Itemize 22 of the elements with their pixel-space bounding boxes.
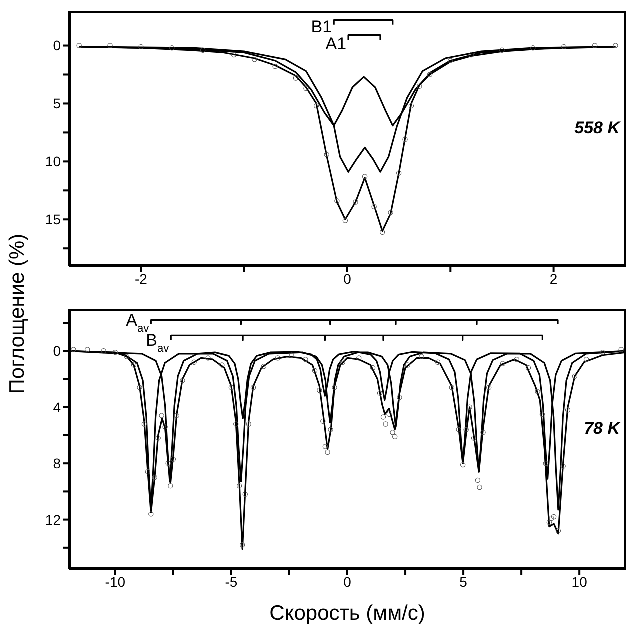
y-tick-label: 15: [45, 212, 62, 228]
annotation: 558 K: [574, 118, 622, 138]
y-tick-label: 0: [53, 38, 62, 54]
annotation: A1: [326, 34, 347, 54]
y-tick-label: 4: [53, 399, 62, 416]
y-tick-label: 0: [53, 343, 62, 360]
x-tick-label: 2: [550, 270, 558, 287]
x-axis-title: Скорость (мм/с): [270, 602, 426, 625]
y-tick-label: 5: [53, 96, 62, 112]
x-tick-label: 0: [344, 270, 352, 287]
y-tick-label: 8: [53, 456, 62, 472]
x-tick-label: -5: [225, 574, 238, 590]
x-tick-label: 10: [572, 574, 588, 590]
y-tick-label: 12: [45, 512, 62, 528]
y-axis-title: Поглощение (%): [6, 234, 29, 394]
x-tick-label: 5: [460, 574, 468, 590]
y-tick-label: 10: [45, 154, 62, 170]
annotation: B1: [311, 18, 332, 37]
x-tick-label: -2: [134, 270, 148, 287]
x-tick-label: -10: [105, 574, 126, 590]
annotation: 78 K: [584, 418, 622, 438]
x-tick-label: 0: [344, 574, 352, 590]
